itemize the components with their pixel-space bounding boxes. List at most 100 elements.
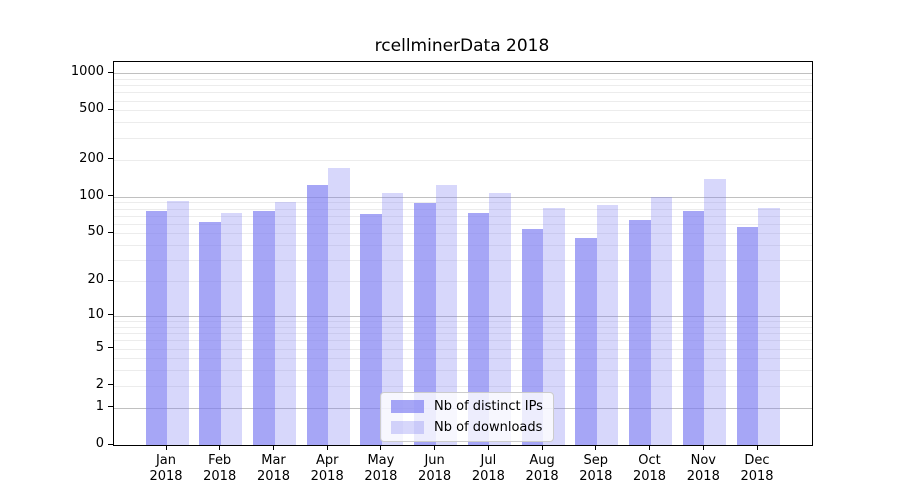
minor-gridline bbox=[114, 385, 812, 387]
legend-swatch-downloads bbox=[391, 421, 424, 434]
bar-downloads bbox=[489, 193, 511, 445]
x-tick-year: 2018 bbox=[364, 469, 398, 484]
major-gridline bbox=[114, 73, 812, 75]
minor-gridline bbox=[114, 260, 812, 262]
bar-distinct-ips bbox=[521, 229, 544, 445]
bar-downloads bbox=[596, 204, 619, 445]
major-gridline bbox=[114, 315, 812, 317]
x-tick-mark bbox=[649, 445, 650, 450]
y-tick-label: 1 bbox=[95, 398, 104, 414]
bar-distinct-ips bbox=[199, 222, 221, 445]
x-tick-year: 2018 bbox=[686, 469, 720, 484]
x-tick-month: Jun bbox=[424, 453, 445, 468]
bar-downloads bbox=[167, 201, 189, 445]
x-tick-year: 2018 bbox=[418, 469, 452, 484]
major-gridline bbox=[114, 196, 812, 198]
x-tick-month: Mar bbox=[261, 453, 286, 468]
x-tick-month: Jul bbox=[480, 453, 497, 468]
bar-distinct-ips bbox=[575, 237, 597, 445]
y-tick-mark bbox=[108, 279, 113, 281]
x-tick-year: 2018 bbox=[740, 469, 774, 484]
y-tick-label: 500 bbox=[79, 101, 104, 117]
bar-distinct-ips bbox=[682, 210, 705, 445]
y-tick-mark bbox=[108, 443, 113, 445]
y-tick-mark bbox=[108, 108, 113, 110]
bar-distinct-ips bbox=[145, 211, 167, 445]
chart-title: rcellminerData 2018 bbox=[374, 36, 550, 56]
bar-distinct-ips bbox=[414, 203, 436, 445]
x-tick-label: Oct 2018 bbox=[620, 453, 680, 485]
x-tick-mark bbox=[487, 445, 489, 450]
x-tick-label: Feb 2018 bbox=[190, 453, 250, 485]
minor-gridline bbox=[114, 202, 812, 204]
bar-downloads bbox=[328, 167, 350, 445]
x-tick-month: Aug bbox=[529, 453, 555, 468]
x-tick-label: Dec 2018 bbox=[727, 453, 787, 485]
y-tick-label: 200 bbox=[79, 150, 104, 166]
y-tick-mark bbox=[108, 406, 113, 408]
minor-gridline bbox=[114, 137, 812, 139]
x-tick-label: Jul 2018 bbox=[458, 453, 518, 485]
legend: Nb of distinct IPs Nb of downloads bbox=[380, 392, 554, 442]
x-tick-mark bbox=[165, 445, 167, 450]
plot-area: Nb of distinct IPs Nb of downloads bbox=[113, 61, 813, 446]
bar-downloads bbox=[220, 213, 243, 445]
x-tick-month: Apr bbox=[315, 453, 339, 468]
bar-downloads bbox=[435, 184, 458, 445]
x-tick-mark bbox=[541, 445, 543, 450]
x-tick-year: 2018 bbox=[632, 469, 667, 484]
x-tick-mark bbox=[595, 445, 597, 450]
minor-gridline bbox=[114, 159, 812, 161]
bar-distinct-ips bbox=[253, 211, 275, 445]
minor-gridline bbox=[114, 215, 812, 217]
legend-item-distinct-ips: Nb of distinct IPs bbox=[391, 399, 543, 414]
y-tick-mark bbox=[108, 314, 113, 316]
minor-gridline bbox=[114, 348, 812, 350]
x-tick-label: Sep 2018 bbox=[566, 453, 626, 485]
bar-distinct-ips bbox=[629, 219, 651, 445]
y-tick-label: 2 bbox=[95, 376, 104, 392]
minor-gridline bbox=[114, 233, 812, 235]
x-tick-mark bbox=[326, 445, 328, 450]
y-tick-label: 1000 bbox=[70, 64, 104, 80]
bar-distinct-ips bbox=[306, 185, 329, 445]
x-tick-month: Sep bbox=[583, 453, 609, 468]
minor-gridline bbox=[114, 326, 812, 328]
x-tick-month: Nov bbox=[690, 453, 716, 468]
y-tick-label: 50 bbox=[87, 224, 104, 240]
legend-label-downloads: Nb of downloads bbox=[434, 420, 543, 435]
y-tick-mark bbox=[108, 384, 113, 386]
x-tick-month: Feb bbox=[208, 453, 232, 468]
minor-gridline bbox=[114, 333, 812, 335]
minor-gridline bbox=[114, 340, 812, 342]
legend-item-downloads: Nb of downloads bbox=[391, 420, 543, 435]
x-tick-year: 2018 bbox=[256, 469, 291, 484]
x-tick-mark bbox=[702, 445, 704, 450]
x-tick-month: Jan bbox=[155, 453, 177, 468]
x-tick-label: Mar 2018 bbox=[244, 453, 304, 485]
x-tick-mark bbox=[273, 445, 274, 450]
x-tick-year: 2018 bbox=[203, 469, 237, 484]
y-tick-label: 100 bbox=[79, 187, 104, 203]
x-tick-label: Apr 2018 bbox=[297, 453, 357, 485]
bar-distinct-ips bbox=[467, 213, 490, 445]
x-tick-month: Dec bbox=[744, 453, 770, 468]
x-tick-year: 2018 bbox=[310, 469, 344, 484]
x-tick-mark bbox=[434, 445, 436, 450]
minor-gridline bbox=[114, 370, 812, 372]
minor-gridline bbox=[114, 78, 812, 80]
x-tick-year: 2018 bbox=[579, 469, 613, 484]
minor-gridline bbox=[114, 122, 812, 124]
y-tick-mark bbox=[108, 347, 113, 349]
x-tick-label: Nov 2018 bbox=[673, 453, 733, 485]
x-tick-mark bbox=[219, 445, 221, 450]
x-tick-mark bbox=[756, 445, 758, 450]
legend-swatch-distinct-ips bbox=[391, 400, 424, 413]
minor-gridline bbox=[114, 208, 812, 210]
y-tick-label: 0 bbox=[95, 436, 104, 451]
y-tick-mark bbox=[108, 71, 113, 73]
minor-gridline bbox=[114, 85, 812, 87]
y-tick-label: 20 bbox=[87, 272, 104, 288]
bar-downloads bbox=[704, 178, 726, 445]
